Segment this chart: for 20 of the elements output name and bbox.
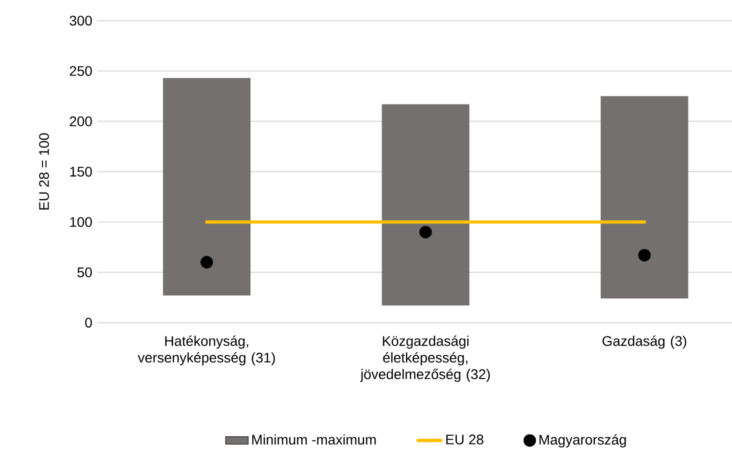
bar [382, 104, 470, 306]
point [638, 248, 651, 262]
point [200, 256, 213, 269]
legend-label: EU 28 [446, 434, 484, 444]
y-tick-label: 300 [70, 16, 92, 26]
x-tick-label: Közgazdasági életképesség, jövedelmezőség (32) [360, 336, 490, 382]
x-tick-label: Gazdaság (3) [602, 336, 686, 349]
y-tick-label: 50 [77, 267, 92, 278]
y-tick-label: 250 [70, 66, 92, 76]
y-tick-label: 100 [70, 217, 92, 227]
y-tick-label: 150 [70, 166, 92, 177]
legend-label: Minimum -maximum [252, 434, 376, 445]
y-tick-label: 0 [85, 318, 92, 328]
point [419, 226, 432, 238]
bar [600, 96, 688, 299]
legend-label: Magyarország [540, 434, 626, 448]
bar [162, 78, 251, 296]
x-tick-label: Hatékonyság, versenyképesség (31) [138, 336, 275, 366]
y-axis-title: EU 28 = 100 [39, 133, 49, 210]
y-tick-label: 200 [70, 116, 92, 126]
